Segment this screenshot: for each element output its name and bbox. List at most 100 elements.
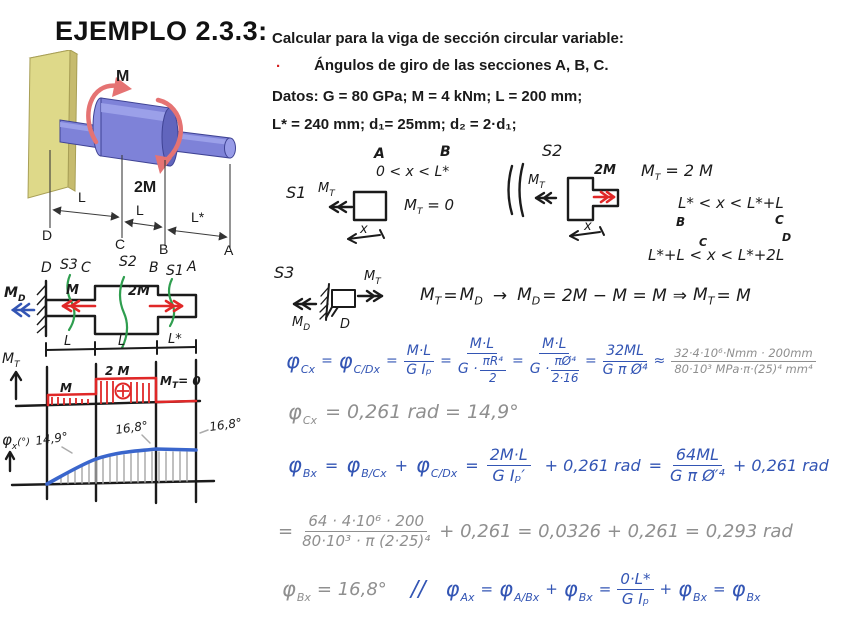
moment-arrows: M 2M [86, 68, 183, 196]
grid-lines [45, 358, 198, 505]
schematic-md-label: MD [4, 285, 26, 304]
mt-seg3-label: MT= 0 [160, 374, 201, 391]
schematic-dim-l1: L [64, 334, 71, 349]
cut-line-s1 [167, 277, 176, 328]
equation-phi-b: φ Bx = φ B∕Cx + φ C∕Dx = 2M·L G Iₚ′ + 0,261 … [288, 444, 829, 485]
s2-cut-box [566, 176, 620, 222]
dim-label-lstar: L* [191, 209, 205, 225]
phi-value-b: 16,8° [114, 419, 148, 437]
s3-point-label: D [340, 317, 350, 332]
bullet-glyph: · [276, 58, 281, 75]
dim-label-l1: L [78, 189, 86, 205]
point-label-b: B [159, 241, 168, 256]
phi-value-c: 14,9° [34, 430, 68, 448]
s2-range1-left-point: B [676, 215, 685, 229]
fraction-32ml: 32ML G π Ø⁴ [602, 342, 648, 378]
s1-x-label: x [359, 222, 368, 237]
moment-arrow-top-head [112, 77, 132, 97]
s2-range-1: L* < x < L*+L [678, 194, 784, 212]
s3-cut-box [331, 289, 356, 308]
moment-arrow-bottom [155, 97, 183, 165]
mt-step-curve [46, 376, 198, 407]
s1-range: 0 < x < L* [376, 164, 449, 180]
result-phi-c: φ Cx = 0,261 rad = 14,9° [288, 399, 519, 427]
s3-label: S3 [274, 263, 294, 282]
calc-phi-b: = 64 · 4·10⁶ · 200 80·10³ · π (2·25)⁴ + 0… [278, 511, 793, 550]
s3-eq-mt: MT [420, 284, 442, 308]
s1-result: MT = 0 [404, 196, 454, 217]
s1-cut-box [352, 190, 388, 222]
s2-range2-point-d: D [782, 231, 791, 244]
phi-curve [45, 447, 198, 486]
schematic-point-c: C [81, 260, 91, 276]
s3-mt-label: MT [364, 269, 382, 287]
phi-value-a: 16,8° [208, 416, 242, 434]
dim-label-l2: L [136, 202, 144, 218]
datos-line-1: Datos: G = 80 GPa; M = 4 kNm; L = 200 mm… [272, 88, 583, 105]
cut-line-s2 [118, 275, 129, 350]
s2-mt-label: MT [528, 173, 546, 191]
final-results-line: φ Bx = 16,8° ∕∕ φ Ax = φ A∕Bx + φ Bx = 0·L* G… [282, 569, 761, 608]
page-title: EJEMPLO 2.3.3: [55, 16, 268, 46]
end-of-proof-slashes: ∕∕ [410, 576, 426, 602]
phi-c-over-d-term: φ C∕Dx [338, 348, 381, 376]
moment-arrow-bottom-head [155, 155, 172, 174]
problem-statement: Calcular para la viga de sección circula… [272, 28, 842, 138]
s1-label: S1 [286, 183, 306, 202]
point-label-d: D [42, 227, 52, 243]
schematic-point-b: B [149, 260, 159, 276]
shaft [59, 97, 236, 167]
schematic-point-a: A [186, 259, 197, 275]
mt-axis-label: MT [2, 351, 21, 370]
fraction-zero-lstar: 0·L* G Iₚ [617, 570, 654, 608]
fraction-ml-gip: M·L G Iₚ [403, 343, 435, 378]
schematic-m-label: M [66, 283, 79, 298]
problem-bullet-text: Ángulos de giro de las secciones A, B, C… [314, 57, 609, 74]
mt-seg2-label: 2 M [105, 364, 130, 378]
point-label-c: C [115, 236, 125, 252]
fraction-64ml: 64ML G π Ø′⁴ [670, 444, 725, 485]
phi-ax-term: φ Ax [445, 576, 475, 604]
s2-x-label: x [583, 219, 592, 234]
s2-range2-point-c: C [699, 236, 707, 249]
dimension-lines: L L L* D C B A [42, 150, 234, 256]
figure-3d-shaft: M 2M L L L* D C B A [27, 50, 236, 256]
fraction-2ml: 2M·L G Iₚ′ [486, 445, 531, 485]
moment-arrow-top [86, 83, 121, 145]
schematic-cut-s2: S2 [119, 254, 137, 270]
s2-moment-label: 2M [594, 163, 616, 178]
schematic-dim-lstar: L* [168, 332, 182, 347]
fraction-ml-gpid4: M·L G · πØ⁴ 2·16 [529, 335, 579, 385]
section-s3-diagram: S3 MD D MT [274, 263, 384, 333]
fraction-numeric-gray: 32·4·10⁶·Nmm · 200mm 80·10³ MPa·π·(25)⁴ m… [671, 346, 816, 376]
schematic-dim-l2: L [118, 334, 125, 349]
schematic-figure: D S3 C S2 B S1 A MD M 2M L L L* MT [2, 254, 243, 505]
section-s1-diagram: A B 0 < x < L* S1 MT MT = 0 x [286, 144, 454, 244]
phi-axis [10, 479, 216, 487]
datos-line-2: L* = 240 mm; d₁= 25mm; d₂ = 2·d₁; [272, 116, 517, 133]
s1-mt-label: MT [318, 181, 336, 199]
phi-cx-term: φ Cx [286, 348, 316, 376]
s1-point-b: B [440, 144, 451, 160]
phi-bx-term: φ Bx [288, 452, 317, 480]
mt-seg1-label: M [60, 381, 72, 395]
point-label-a: A [224, 242, 234, 256]
phi-b-result: φ Bx [282, 576, 311, 604]
s2-range1-right-point: C [775, 213, 784, 227]
schematic-2m-label: 2M [128, 284, 150, 299]
fraction-numeric-b: 64 · 4·10⁶ · 200 80·10³ · π (2·25)⁴ [302, 511, 431, 550]
phi-axis-label: φx(°) [2, 431, 30, 452]
schematic-cut-s1: S1 [166, 263, 184, 279]
fraction-ml-gpir4: M·L G · πR⁴ 2 [458, 336, 506, 386]
equation-phi-c: φ Cx = φ C∕Dx = M·L G Iₚ = M·L G · πR⁴ 2 = M·L… [286, 330, 816, 392]
s2-range-2: L*+L < x < L*+2L [648, 246, 784, 264]
cut-line-s3 [66, 273, 76, 332]
section-s2-diagram: S2 MT 2M x MT = 2 M L* < x < L*+L B C C … [507, 141, 791, 264]
s1-point-a: A [373, 146, 385, 162]
s2-label: S2 [542, 141, 562, 160]
s3-md-label: MD [292, 315, 310, 333]
moment-label-m: M [116, 68, 129, 85]
schematic-point-d: D [41, 260, 52, 276]
moment-label-2m: 2M [134, 179, 156, 196]
